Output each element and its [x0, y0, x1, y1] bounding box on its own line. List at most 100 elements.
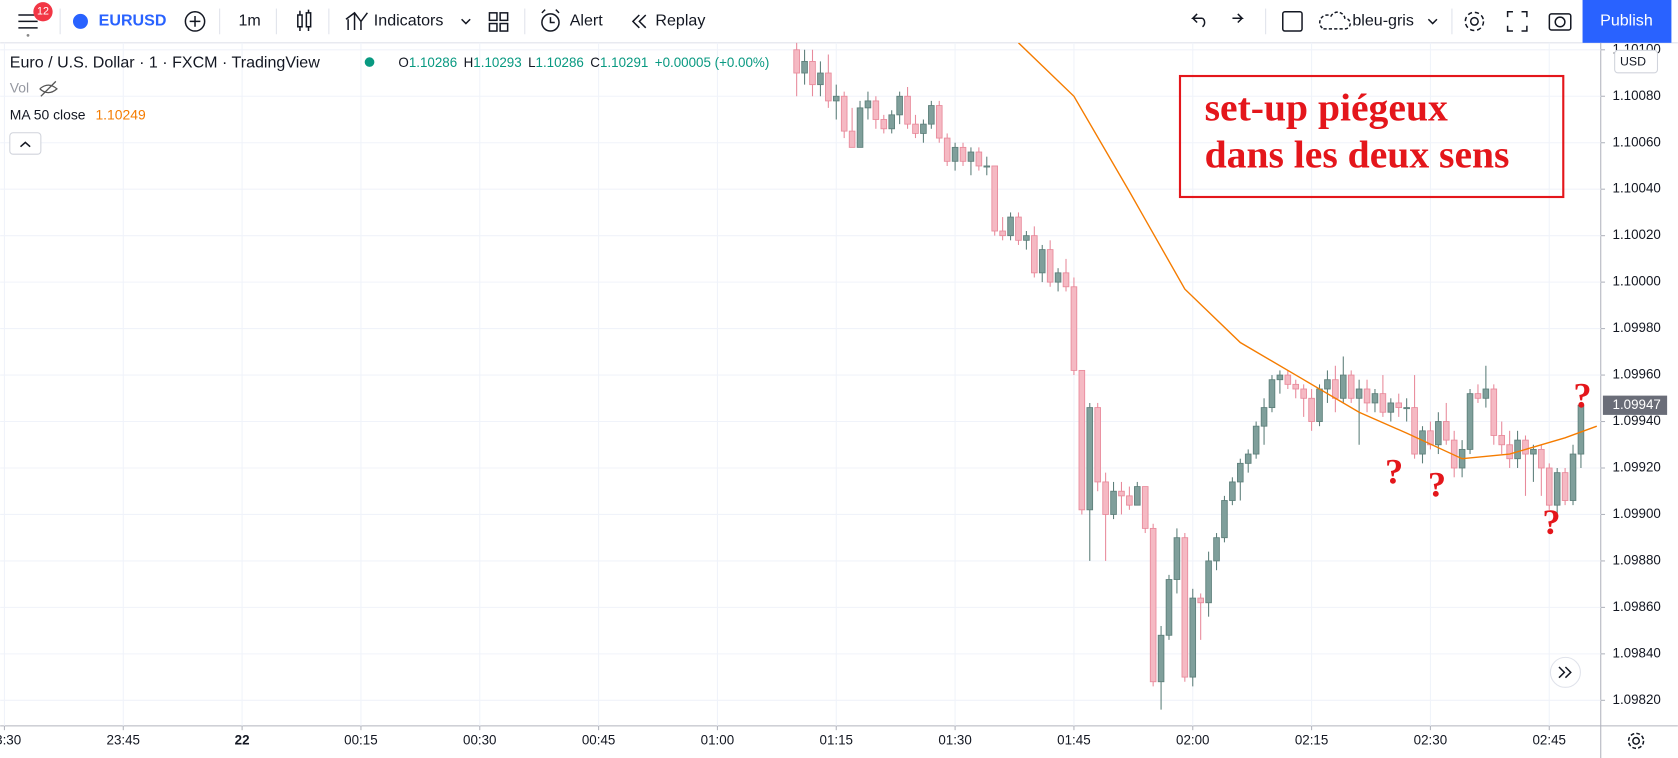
publish-button[interactable]: Publish — [1600, 12, 1653, 30]
candle-body — [1403, 407, 1410, 410]
candle-body — [848, 130, 856, 148]
candle-body — [959, 146, 967, 162]
candle-body — [1545, 467, 1553, 506]
candle-body — [1078, 369, 1086, 511]
x-tick-label: 02:30 — [1414, 732, 1447, 747]
candle-body — [1577, 404, 1585, 455]
candle-body — [1522, 439, 1529, 455]
alert-icon[interactable] — [541, 9, 560, 32]
y-tick-label: 1.10060 — [1613, 134, 1661, 149]
fullscreen-button[interactable] — [1506, 11, 1528, 32]
legend: Euro / U.S. Dollar · 1 · FXCM · TradingV… — [9, 53, 770, 155]
undo-button[interactable] — [1191, 13, 1206, 28]
symbol-button[interactable]: EURUSD — [99, 12, 167, 30]
x-tick-label: 02:45 — [1533, 732, 1566, 747]
candle-body — [864, 100, 872, 109]
candle-body — [1046, 249, 1054, 283]
hidden-icon[interactable] — [39, 80, 58, 97]
candle-body — [904, 95, 911, 125]
x-tick-label: 02:00 — [1176, 732, 1209, 747]
candle-body — [1387, 402, 1395, 413]
ma-value: 1.10249 — [95, 106, 146, 122]
candle-body — [880, 119, 888, 130]
candle-body — [912, 123, 919, 134]
indicators-dropdown[interactable] — [461, 18, 471, 25]
moving-average — [1017, 42, 1598, 460]
layout-icon[interactable] — [1319, 11, 1351, 30]
y-tick-label: 1.09860 — [1613, 599, 1661, 614]
toolbar: 12 EURUSD 1m Indicators Alert Replay ble… — [0, 0, 1678, 44]
candle-body — [1300, 388, 1307, 399]
ohlc-value: 1.10286 — [536, 55, 584, 70]
candle-body — [1213, 537, 1220, 562]
compare-button[interactable] — [184, 11, 206, 32]
x-tick-label: 00:45 — [582, 732, 615, 747]
candle-body — [935, 105, 943, 139]
candle-body — [1411, 407, 1418, 455]
candle-body — [793, 49, 800, 74]
alert-button[interactable]: Alert — [570, 12, 604, 30]
candle-body — [1347, 374, 1355, 399]
replay-icon[interactable] — [631, 14, 647, 29]
grid — [0, 42, 1601, 726]
axis-settings[interactable] — [1627, 732, 1645, 750]
question-mark: ? — [1428, 465, 1446, 505]
collapse-button[interactable] — [9, 132, 42, 155]
x-tick-label: 01:30 — [938, 732, 971, 747]
candle-body — [1561, 472, 1569, 501]
x-tick-label: 00:30 — [463, 732, 496, 747]
candle-body — [1482, 388, 1490, 399]
drawing-toggle[interactable] — [1282, 11, 1303, 32]
candle-body — [809, 60, 816, 86]
candle-body — [1419, 430, 1426, 455]
redo-button[interactable] — [1232, 13, 1244, 24]
ohlc-label: C — [590, 55, 600, 70]
layouts-button[interactable] — [488, 12, 509, 32]
candle-body — [1229, 481, 1236, 501]
candle-body — [1490, 388, 1498, 436]
candle-body — [1435, 421, 1442, 446]
candle-body — [920, 123, 927, 134]
layout-dropdown[interactable] — [1427, 18, 1438, 25]
candle-body — [1355, 388, 1363, 399]
candle-body — [1339, 374, 1347, 399]
candle-body — [1530, 448, 1537, 455]
ohlc-value: 1.10293 — [473, 55, 521, 70]
candle-body — [840, 95, 848, 132]
candle-body — [1292, 383, 1300, 390]
ma-label: MA 50 close — [10, 106, 86, 122]
candle-body — [817, 72, 824, 86]
interval-button[interactable]: 1m — [238, 12, 260, 30]
y-tick-label: 1.10080 — [1613, 88, 1661, 103]
y-tick-label: 1.10000 — [1613, 274, 1661, 289]
candle-body — [1498, 435, 1506, 446]
ohlc-change: +0.00005 (+0.00%) — [655, 55, 770, 70]
volume-label: Vol — [10, 80, 29, 96]
y-tick-label: 1.09820 — [1613, 692, 1661, 707]
candle-body — [1181, 537, 1189, 678]
replay-button[interactable]: Replay — [655, 12, 705, 30]
y-tick-label: 1.09920 — [1613, 460, 1661, 475]
candle-body — [975, 151, 983, 167]
indicators-button[interactable]: Indicators — [374, 12, 444, 30]
candle-body — [856, 107, 864, 148]
candle-body — [1118, 490, 1125, 497]
layout-name[interactable]: bleu-gris — [1352, 12, 1414, 30]
annotation: set-up piégeux dans les deux sens ? ? ? … — [1178, 74, 1592, 542]
candle-body — [1197, 597, 1204, 604]
candle-body — [999, 230, 1006, 237]
candle-body — [1316, 388, 1323, 422]
scroll-to-realtime[interactable] — [1549, 656, 1581, 688]
x-tick-label: 00:15 — [344, 732, 377, 747]
publish-background[interactable] — [1582, 0, 1672, 43]
candle-body — [1506, 444, 1513, 460]
chart-type-button[interactable] — [297, 9, 312, 32]
candle-body — [928, 105, 935, 125]
annotation-line: dans les deux sens — [1205, 133, 1510, 177]
snapshot-button[interactable] — [1548, 13, 1572, 31]
indicators-icon[interactable] — [345, 11, 368, 30]
settings-button[interactable] — [1464, 11, 1485, 32]
candle-body — [832, 95, 840, 102]
candle-body — [1371, 393, 1379, 404]
symbol-flag — [72, 13, 88, 29]
